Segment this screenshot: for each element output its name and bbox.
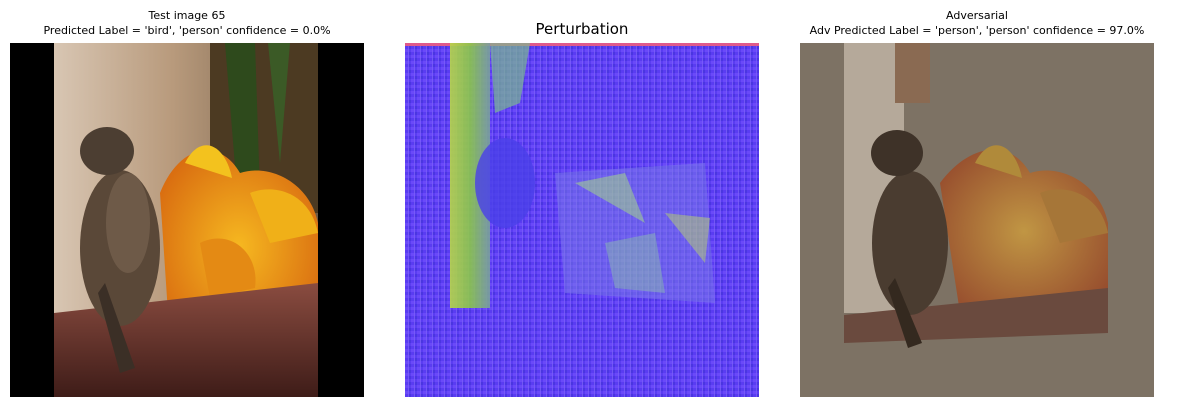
panel-1-title: Test image 65 Predicted Label = 'bird', … xyxy=(10,8,364,38)
panel-3-title: Adversarial Adv Predicted Label = 'perso… xyxy=(800,8,1154,38)
panel-1-title-line2: Predicted Label = 'bird', 'person' confi… xyxy=(43,24,331,37)
panel-2-title-line1: Perturbation xyxy=(535,20,629,38)
adversarial-image xyxy=(800,43,1154,397)
panel-3-title-line2: Adv Predicted Label = 'person', 'person'… xyxy=(809,24,1145,37)
panel-2-title: Perturbation xyxy=(405,20,759,38)
original-image xyxy=(10,43,364,397)
panel-1-title-line1: Test image 65 xyxy=(148,9,226,22)
perturbation-image xyxy=(405,43,759,397)
panel-3-title-line1: Adversarial xyxy=(946,9,1008,22)
